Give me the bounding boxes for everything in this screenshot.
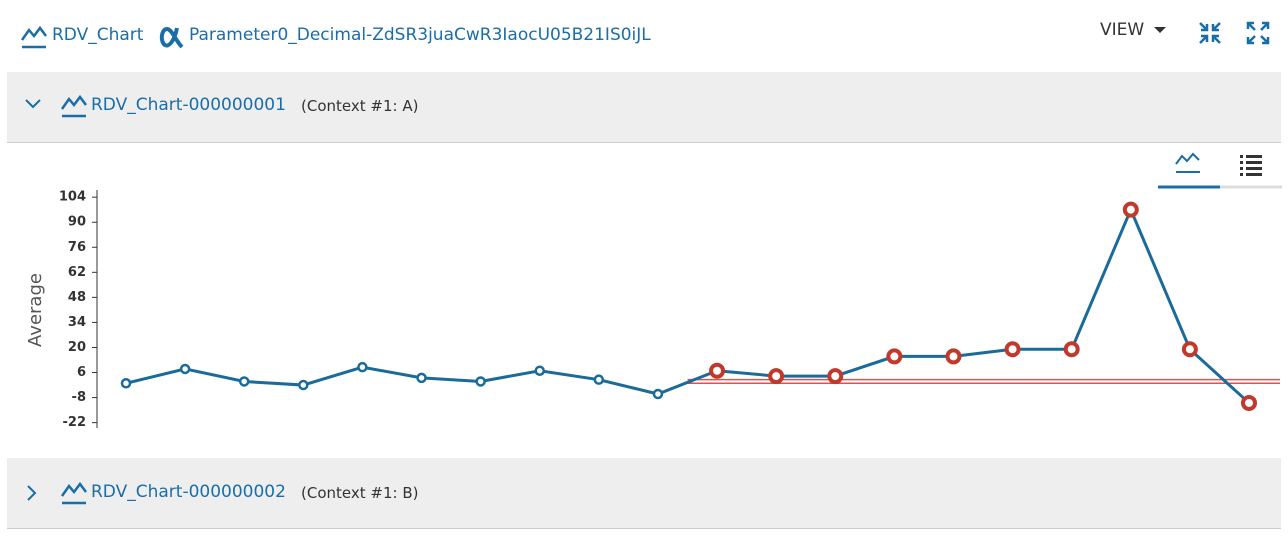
flagged-point [1122, 201, 1139, 218]
flagged-point [827, 368, 844, 385]
flagged-point [1181, 341, 1198, 358]
panel-header [7, 458, 1281, 529]
y-tick-label: -22 [63, 415, 87, 430]
series-line [125, 205, 1251, 405]
y-tick-label: 34 [68, 315, 86, 330]
flagged-point [886, 348, 903, 365]
chart-link[interactable]: RDV_Chart [52, 25, 144, 45]
data-point [179, 363, 191, 375]
y-axis-label: Average [25, 273, 46, 347]
parameter-link[interactable]: Parameter0_Decimal-ZdSR3juaCwR3IaocU05B2… [189, 25, 651, 45]
data-point [593, 374, 605, 385]
collapse-chevron[interactable] [24, 98, 42, 110]
expand-chevron[interactable] [26, 484, 38, 502]
view-menu[interactable]: VIEW [1100, 20, 1145, 40]
chart-icon [60, 481, 87, 505]
y-tick-label: 62 [68, 265, 86, 280]
panel-header [7, 72, 1281, 143]
chart-tab-icon[interactable] [1175, 152, 1200, 165]
y-tick-label: 76 [68, 240, 86, 255]
data-point [298, 379, 309, 391]
data-point [652, 388, 664, 400]
alpha-icon [159, 26, 184, 49]
flagged-point [945, 348, 962, 365]
flagged-point [1004, 341, 1021, 358]
y-tick-label: -8 [72, 390, 86, 405]
panel-context: (Context #1: A) [301, 97, 419, 115]
chart-icon [20, 25, 47, 49]
panel-title[interactable]: RDV_Chart-000000001 [91, 95, 286, 115]
chart-icon [60, 94, 87, 118]
data-point [416, 372, 427, 384]
panel-title[interactable]: RDV_Chart-000000002 [91, 482, 286, 502]
flagged-point [768, 368, 785, 385]
flagged-point [1241, 394, 1257, 411]
chart: Average -22 -8 6 20 34 48 62 76 90 104 [25, 152, 1282, 430]
dropdown-caret[interactable] [1153, 25, 1167, 35]
table-tab-icon[interactable] [1240, 155, 1262, 176]
data-point [475, 376, 486, 387]
panel-context: (Context #1: B) [301, 484, 419, 502]
y-tick-label: 90 [68, 215, 86, 230]
y-tick-label: 6 [77, 365, 86, 380]
collapse-all-button[interactable] [1197, 20, 1223, 46]
y-tick-label: 48 [68, 290, 86, 305]
expand-all-button[interactable] [1245, 20, 1271, 46]
y-tick-label: 20 [68, 340, 86, 355]
data-point [238, 376, 250, 387]
flagged-point [709, 362, 726, 379]
data-point [120, 378, 132, 389]
data-point [534, 365, 545, 376]
flagged-point [1063, 341, 1080, 358]
data-point [357, 361, 368, 373]
y-tick-label: 104 [59, 190, 86, 205]
